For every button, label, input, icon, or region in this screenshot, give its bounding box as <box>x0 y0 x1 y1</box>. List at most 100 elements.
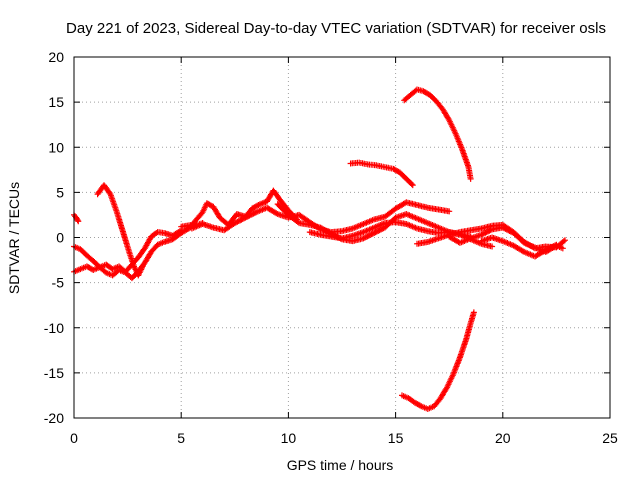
data-point-marks <box>489 243 496 250</box>
data-point-marks <box>154 239 166 248</box>
data-point-marks <box>122 262 134 275</box>
data-point-marks <box>450 356 463 377</box>
x-tick-label: 5 <box>177 430 185 446</box>
data-point-marks <box>75 218 82 225</box>
data-point-marks <box>418 403 430 412</box>
data-point-marks <box>381 206 398 220</box>
data-point-marks <box>270 187 282 202</box>
data-point-marks <box>510 242 526 255</box>
data-point-marks <box>478 227 494 238</box>
data-point-marks <box>135 264 145 279</box>
data-point-marks <box>296 211 312 225</box>
data-point-marks <box>463 321 474 342</box>
y-tick-label: -5 <box>52 275 65 291</box>
series-track-upper-plateau <box>347 159 416 189</box>
data-point-marks <box>532 247 548 260</box>
series-track-upper-arc <box>401 86 474 182</box>
data-point-marks <box>403 175 415 188</box>
data-point-marks <box>420 88 432 98</box>
series-track-lower-arc <box>399 309 477 412</box>
series-track-late-c <box>478 234 560 260</box>
x-tick-label: 0 <box>70 430 78 446</box>
data-point-marks <box>141 235 154 252</box>
data-point-marks <box>559 245 566 252</box>
tick-layer <box>73 56 611 419</box>
data-point-marks <box>148 242 160 255</box>
y-tick-label: 5 <box>56 184 64 200</box>
data-point-marks <box>276 196 291 213</box>
data-point-marks <box>101 182 113 196</box>
data-point-marks <box>264 204 280 217</box>
data-point-marks <box>437 385 450 402</box>
data-point-marks <box>148 230 160 240</box>
data-point-marks <box>446 208 453 215</box>
data-point-marks <box>231 215 248 227</box>
data-point-marks <box>561 237 568 244</box>
x-axis-label: GPS time / hours <box>287 457 394 473</box>
data-point-marks <box>407 87 419 98</box>
data-point-marks <box>169 228 183 239</box>
data-point-marks <box>396 169 409 181</box>
data-point-marks <box>199 201 210 216</box>
data-point-marks <box>203 200 216 210</box>
data-point-marks <box>426 91 439 104</box>
series-track-early-bump <box>94 182 146 279</box>
data-point-marks <box>467 175 474 182</box>
data-point-marks <box>274 201 291 217</box>
x-tick-label: 10 <box>281 430 297 446</box>
data-point-marks <box>452 130 465 151</box>
y-tick-label: 15 <box>48 94 64 110</box>
chart-title: Day 221 of 2023, Sidereal Day-to-day VTE… <box>66 20 606 37</box>
data-point-marks <box>456 337 469 361</box>
data-point-marks <box>459 146 471 169</box>
x-tick-label: 15 <box>388 430 404 446</box>
data-point-marks <box>499 224 516 236</box>
data-point-marks <box>405 395 417 405</box>
data-point-marks <box>242 209 258 221</box>
y-tick-label: 20 <box>48 49 64 65</box>
data-point-marks <box>210 203 222 220</box>
y-tick-label: 10 <box>48 139 64 155</box>
data-point-marks <box>120 230 133 256</box>
data-point-marks <box>107 191 120 214</box>
data-point-marks <box>411 399 423 409</box>
data-point-marks <box>135 246 147 261</box>
y-tick-label: -10 <box>44 320 64 336</box>
data-point-marks <box>414 215 430 226</box>
data-point-marks <box>188 210 205 228</box>
data-point-marks <box>139 263 146 270</box>
data-point-marks <box>113 209 126 235</box>
data-point-marks <box>409 182 416 189</box>
data-point-marks <box>431 396 443 410</box>
data-point-marks <box>424 220 440 230</box>
data-point-marks <box>390 165 402 175</box>
x-tick-label: 25 <box>602 430 618 446</box>
data-point-marks <box>83 252 95 263</box>
data-point-marks <box>470 309 477 316</box>
data-point-marks <box>401 93 413 104</box>
data-point-marks <box>542 242 559 254</box>
data-layer <box>71 86 568 412</box>
data-point-marks <box>360 217 376 227</box>
data-point-marks <box>285 211 301 225</box>
data-point-marks <box>439 106 452 122</box>
data-point-marks <box>77 246 89 258</box>
data-point-marks <box>403 221 419 231</box>
data-point-marks <box>73 214 81 224</box>
data-point-marks <box>221 221 237 234</box>
data-point-marks <box>444 372 456 391</box>
data-point-marks <box>141 250 154 266</box>
data-point-marks <box>510 230 526 245</box>
series-track-early-low-2 <box>71 227 185 275</box>
data-point-marks <box>317 224 333 237</box>
y-tick-label: -15 <box>44 365 64 381</box>
label-layer: 0 5 10 15 20 25 -20 -15 -10 -5 0 5 10 15 20 <box>44 49 618 446</box>
y-tick-label: -20 <box>44 410 64 426</box>
y-axis-label: SDTVAR / TECUs <box>6 182 22 294</box>
series-track-mid-a <box>178 187 300 230</box>
data-point-marks <box>553 241 560 248</box>
data-point-marks <box>433 98 445 111</box>
x-tick-label: 20 <box>495 430 511 446</box>
